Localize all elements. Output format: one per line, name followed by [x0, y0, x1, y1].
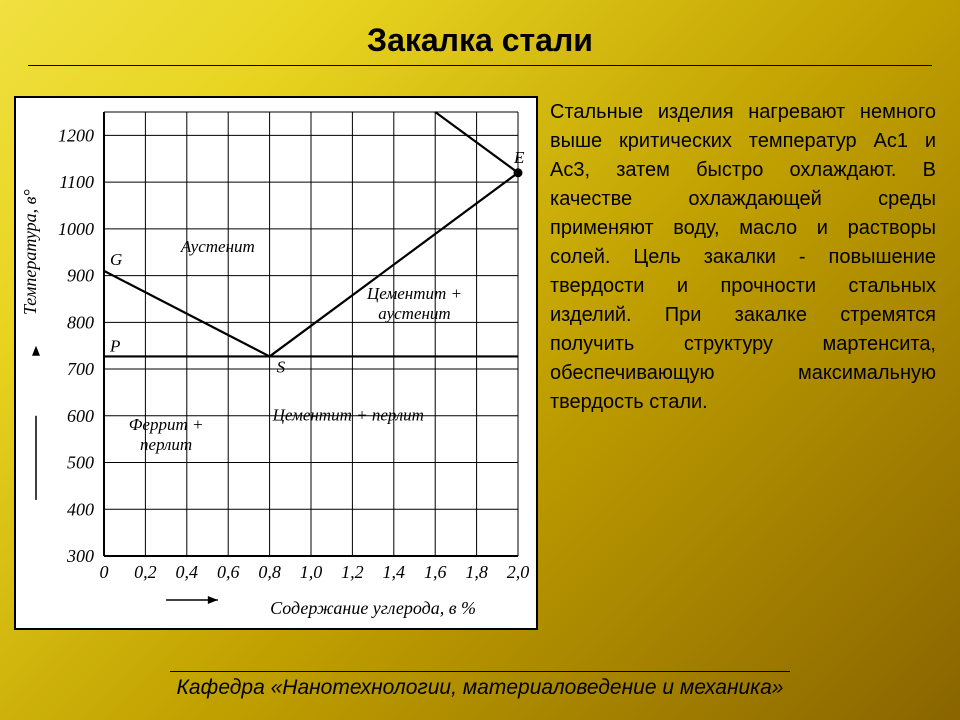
svg-text:0,4: 0,4	[176, 562, 199, 582]
svg-text:0,6: 0,6	[217, 562, 240, 582]
svg-text:800: 800	[67, 312, 94, 332]
footer-text: Кафедра «Нанотехнологии, материаловедени…	[0, 676, 960, 700]
svg-text:Температура, в°: Температура, в°	[20, 189, 40, 315]
svg-text:1200: 1200	[58, 125, 94, 145]
description-text: Стальные изделия нагревают немного выше …	[550, 96, 936, 630]
svg-text:1100: 1100	[59, 172, 94, 192]
svg-text:Цементит +: Цементит +	[366, 284, 462, 303]
svg-text:0,2: 0,2	[134, 562, 157, 582]
svg-text:400: 400	[67, 499, 94, 519]
svg-text:600: 600	[67, 406, 94, 426]
svg-text:S: S	[277, 357, 286, 376]
svg-text:700: 700	[67, 359, 94, 379]
svg-text:900: 900	[67, 266, 94, 286]
svg-text:G: G	[110, 250, 122, 269]
svg-text:Содержание углерода, в %: Содержание углерода, в %	[270, 598, 476, 618]
divider-bottom	[170, 671, 790, 672]
svg-text:Аустенит: Аустенит	[180, 237, 255, 256]
svg-text:1,8: 1,8	[465, 562, 488, 582]
phase-diagram-chart: 300 400 500 600 700 800 900 1000 1100 1200 0 0,2 0,4…	[14, 96, 538, 630]
svg-text:1,6: 1,6	[424, 562, 447, 582]
svg-text:300: 300	[66, 546, 94, 566]
svg-text:E: E	[513, 148, 525, 167]
svg-text:1,4: 1,4	[383, 562, 406, 582]
svg-text:0,8: 0,8	[258, 562, 281, 582]
page-title: Закалка стали	[0, 22, 960, 59]
svg-text:Феррит +: Феррит +	[129, 415, 204, 434]
svg-text:1,2: 1,2	[341, 562, 364, 582]
svg-text:Цементит + перлит: Цементит + перлит	[272, 405, 424, 424]
svg-text:500: 500	[67, 453, 94, 473]
svg-text:0: 0	[100, 562, 109, 582]
svg-text:1,0: 1,0	[300, 562, 323, 582]
svg-text:1000: 1000	[58, 219, 94, 239]
svg-text:P: P	[109, 336, 120, 355]
svg-text:аустенит: аустенит	[378, 304, 450, 323]
svg-text:перлит: перлит	[140, 435, 192, 454]
svg-text:2,0: 2,0	[507, 562, 530, 582]
